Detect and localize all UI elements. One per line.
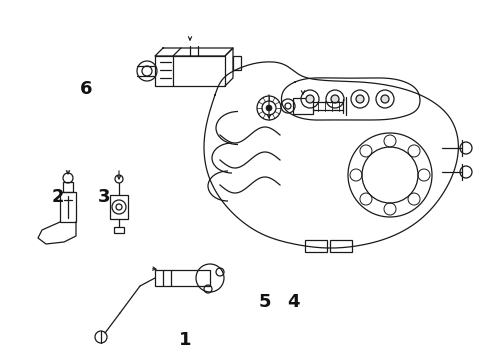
Text: 6: 6 <box>79 80 92 98</box>
Circle shape <box>381 95 389 103</box>
Bar <box>233 56 241 70</box>
Bar <box>60 192 76 222</box>
Bar <box>155 56 225 86</box>
Bar <box>63 182 73 192</box>
Circle shape <box>331 95 339 103</box>
Circle shape <box>306 95 314 103</box>
Text: 2: 2 <box>51 188 64 206</box>
Circle shape <box>356 95 364 103</box>
Text: 5: 5 <box>258 293 271 311</box>
Text: 1: 1 <box>179 331 192 349</box>
Bar <box>330 240 352 252</box>
Bar <box>114 227 124 233</box>
Bar <box>293 98 313 114</box>
Text: 3: 3 <box>98 188 110 206</box>
Bar <box>155 270 210 286</box>
Bar <box>305 240 327 252</box>
Bar <box>110 195 128 219</box>
Circle shape <box>266 105 272 111</box>
Text: 4: 4 <box>287 293 299 311</box>
